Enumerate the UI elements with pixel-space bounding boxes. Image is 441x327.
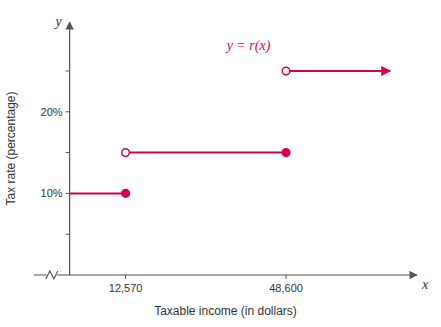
title: y = r(x) <box>225 38 271 54</box>
open-dot <box>282 67 290 75</box>
y-tick <box>66 152 70 153</box>
x-tick <box>125 275 126 279</box>
x-axis-label: Taxable income (in dollars) <box>154 304 297 318</box>
x-axis-letter: x <box>421 277 429 292</box>
axis-break <box>46 271 58 279</box>
y-tick <box>66 70 70 71</box>
filled-dot <box>282 149 290 157</box>
chart: 12,570 48,600 10% 20% y = r(x) x y Taxable inco… <box>0 0 441 327</box>
x-tick <box>286 275 287 279</box>
y-axis-label: Tax rate (percentage) <box>4 91 18 205</box>
x-axis-line <box>34 274 417 275</box>
y-tick-label: 20% <box>41 106 63 118</box>
y-axis-letter: y <box>53 14 62 29</box>
marks <box>70 67 391 197</box>
segment <box>286 70 390 72</box>
y-axis-line <box>69 22 70 275</box>
y-tick <box>66 193 70 194</box>
segment <box>126 152 286 154</box>
x-tick-label: 48,600 <box>269 282 303 294</box>
y-tick <box>66 111 70 112</box>
x-tick-label: 12,570 <box>109 282 143 294</box>
segment <box>70 192 126 194</box>
axis-break-gap <box>47 272 57 278</box>
y-tick-label: 10% <box>41 187 63 199</box>
filled-dot <box>122 190 130 198</box>
y-tick <box>66 234 70 235</box>
open-dot <box>122 149 130 157</box>
